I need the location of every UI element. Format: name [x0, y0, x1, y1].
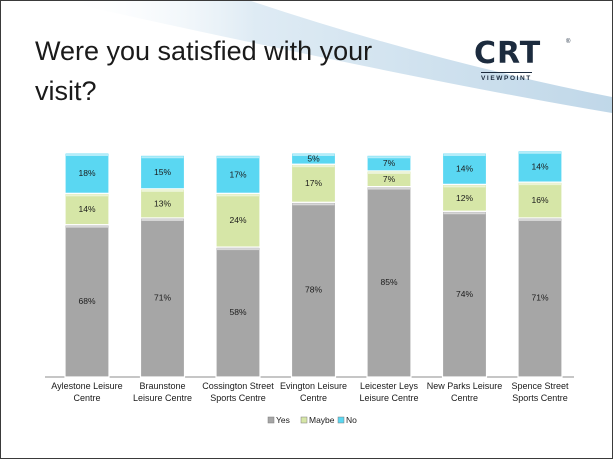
bar-segment-yes	[366, 186, 412, 378]
bar-segment-highlight-maybe	[66, 194, 108, 197]
data-label-no: 17%	[229, 169, 246, 179]
bar-segment-yes	[64, 224, 110, 378]
bar-segment-maybe	[517, 181, 563, 219]
bar-segment-yes	[517, 217, 563, 378]
data-label-no: 14%	[531, 161, 548, 171]
data-label-yes: 71%	[154, 292, 171, 302]
bar-segment-highlight-no	[141, 156, 184, 159]
data-label-maybe: 24%	[229, 215, 246, 225]
data-label-yes: 74%	[456, 289, 473, 299]
data-label-yes: 78%	[305, 285, 322, 295]
bar-segment-highlight-no	[292, 154, 335, 156]
x-tick-label: Leisure Centre	[133, 393, 192, 403]
crt-viewpoint-logo: CRT ® VIEWPOINT	[474, 39, 578, 89]
data-label-no: 18%	[78, 168, 95, 178]
data-label-yes: 68%	[78, 296, 95, 306]
bar-segment-yes	[441, 210, 488, 378]
bar-segment-highlight-no	[368, 156, 410, 159]
legend-label-yes: Yes	[276, 415, 290, 425]
x-tick-label: Sports Centre	[512, 393, 568, 403]
data-label-maybe: 13%	[154, 198, 171, 208]
bar-segment-highlight-no	[217, 156, 259, 159]
bar-segment-no	[441, 152, 488, 185]
slide-title: Were you satisfied with your visit?	[35, 36, 373, 106]
data-label-yes: 58%	[229, 307, 246, 317]
bar-segment-highlight-yes	[519, 218, 561, 221]
bar-segment-highlight-maybe	[217, 194, 259, 197]
data-label-no: 5%	[307, 154, 320, 164]
x-tick-label: Sports Centre	[210, 393, 266, 403]
logo-wordmark: CRT	[474, 36, 542, 71]
bar-segment-highlight-maybe	[292, 165, 335, 168]
bar-segment-no	[139, 154, 186, 190]
x-tick-label: Leicester Leys	[360, 381, 419, 391]
x-tick-label: Braunstone	[139, 381, 185, 391]
bar-segment-highlight-maybe	[519, 183, 561, 186]
bar-segment-no	[215, 154, 261, 194]
data-label-no: 15%	[154, 167, 171, 177]
bar-segment-highlight-yes	[292, 203, 335, 206]
data-label-maybe: 7%	[383, 174, 396, 184]
data-label-maybe: 14%	[78, 204, 95, 214]
legend-swatch-maybe	[300, 416, 308, 424]
legend-label-no: No	[346, 415, 357, 425]
legend-swatch-no	[337, 416, 345, 424]
data-label-maybe: 16%	[531, 195, 548, 205]
bar-segment-no	[290, 152, 337, 165]
x-tick-label: New Parks Leisure	[427, 381, 503, 391]
logo-subtitle: VIEWPOINT	[481, 72, 532, 83]
bar-segment-highlight-maybe	[368, 171, 410, 174]
bar-segment-highlight-yes	[217, 248, 259, 251]
bar-segment-highlight-no	[443, 154, 486, 156]
bar-segment-highlight-yes	[66, 225, 108, 228]
bar-segment-highlight-maybe	[443, 185, 486, 188]
bar-segment-yes	[290, 201, 337, 378]
bar-segment-maybe	[215, 192, 261, 248]
bar-segment-no	[517, 150, 563, 183]
legend-label-maybe: Maybe	[309, 415, 335, 425]
x-tick-label: Centre	[300, 393, 327, 403]
x-tick-label: Spence Street	[511, 381, 569, 391]
x-tick-label: Centre	[451, 393, 478, 403]
x-tick-label: Aylestone Leisure	[51, 381, 122, 391]
x-tick-label: Centre	[73, 393, 100, 403]
data-label-maybe: 17%	[305, 178, 322, 188]
bar-segment-highlight-no	[66, 154, 108, 156]
bar-segment-highlight-yes	[443, 212, 486, 215]
logo-registered-mark: ®	[566, 39, 571, 45]
legend-swatch-yes	[267, 416, 275, 424]
data-label-yes: 71%	[531, 292, 548, 302]
bar-segment-maybe	[139, 188, 186, 219]
data-label-maybe: 12%	[456, 193, 473, 203]
bar-segment-highlight-maybe	[141, 189, 184, 192]
data-label-yes: 85%	[380, 277, 397, 287]
bar-segment-highlight-no	[519, 151, 561, 154]
x-tick-label: Cossington Street	[202, 381, 274, 391]
bar-segment-highlight-yes	[141, 218, 184, 221]
bar-segment-maybe	[441, 183, 488, 212]
bar-segment-highlight-yes	[368, 187, 410, 190]
data-label-no: 7%	[383, 158, 396, 168]
bar-segment-no	[366, 154, 412, 172]
bar-segment-maybe	[290, 163, 337, 203]
data-label-no: 14%	[456, 164, 473, 174]
bar-segment-no	[64, 152, 110, 194]
bar-segment-yes	[215, 246, 261, 378]
x-tick-label: Leisure Centre	[359, 393, 418, 403]
x-tick-label: Evington Leisure	[280, 381, 347, 391]
